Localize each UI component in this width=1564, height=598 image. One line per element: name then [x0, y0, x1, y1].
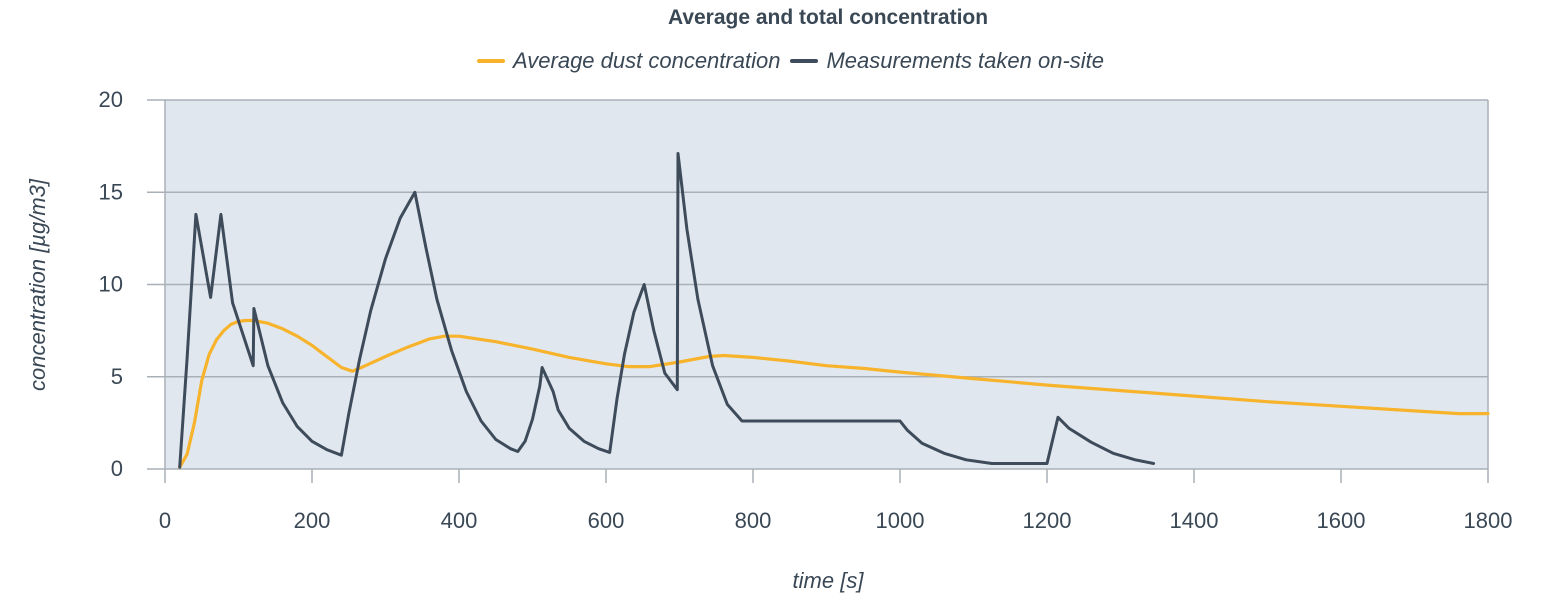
legend-swatch-measurements	[790, 59, 819, 63]
legend-item-measurements: Measurements taken on-site	[790, 48, 1104, 74]
x-tick-label: 1600	[1317, 508, 1366, 533]
x-axis-label: time [s]	[792, 568, 864, 593]
x-tick-label: 600	[588, 508, 625, 533]
legend: Average dust concentration Measurements …	[477, 48, 1114, 74]
legend-swatch-average	[477, 59, 505, 63]
x-tick-label: 400	[441, 508, 478, 533]
x-tick-label: 1000	[876, 508, 925, 533]
x-tick-label: 800	[735, 508, 772, 533]
x-tick-label: 1200	[1023, 508, 1072, 533]
x-tick-label: 1400	[1170, 508, 1219, 533]
y-tick-label: 15	[99, 179, 123, 204]
series-line-measurements	[178, 152, 1156, 469]
y-tick-label: 5	[111, 364, 123, 389]
x-tick-label: 0	[159, 508, 171, 533]
legend-item-average: Average dust concentration	[477, 48, 780, 74]
legend-label-average: Average dust concentration	[513, 48, 781, 73]
series-line-average	[178, 318, 1490, 469]
y-tick-label: 0	[111, 456, 123, 481]
x-tick-label: 200	[294, 508, 331, 533]
x-tick-label: 1800	[1464, 508, 1513, 533]
y-tick-label: 20	[99, 87, 123, 112]
chart-title: Average and total concentration	[667, 6, 989, 29]
y-axis-label: concentration [µg/m3]	[25, 178, 50, 392]
y-tick-label: 10	[99, 272, 123, 297]
legend-label-measurements: Measurements taken on-site	[826, 48, 1105, 73]
